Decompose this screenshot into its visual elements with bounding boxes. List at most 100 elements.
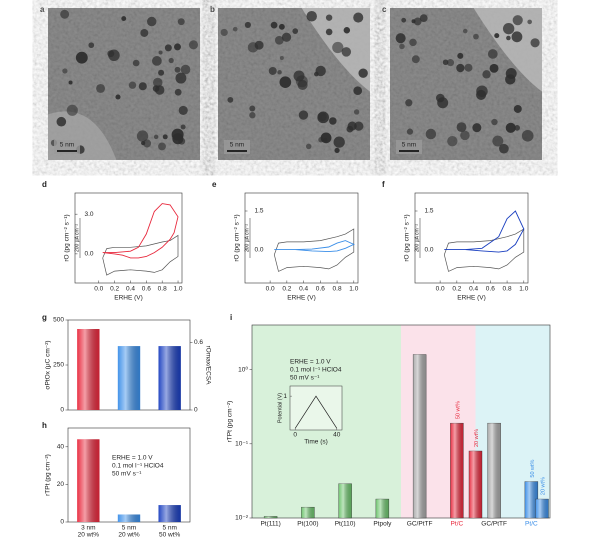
x-axis-label: ERHE (V)	[287, 295, 316, 302]
scale-bar-label: 5 nm	[230, 142, 244, 149]
particle	[447, 135, 458, 147]
particle	[425, 128, 437, 140]
x-axis-label: ERHE (V)	[114, 295, 143, 302]
particle	[177, 18, 185, 26]
particle	[530, 38, 540, 48]
panel-label: i	[230, 313, 232, 322]
plot-frame	[251, 324, 551, 519]
particle	[527, 19, 532, 25]
tem-image	[48, 8, 200, 160]
inset-x-tick-label: 40	[333, 432, 341, 439]
particle	[220, 28, 228, 37]
bar-tag: 50 wt%	[530, 459, 536, 477]
y2-tick-label: 0.6	[194, 339, 203, 346]
particle	[164, 44, 172, 52]
tem-image	[218, 8, 370, 160]
particle	[141, 141, 146, 146]
particle	[153, 77, 163, 88]
x-tick-label: 20 wt%	[118, 532, 140, 539]
particle	[512, 15, 523, 26]
particle	[456, 63, 465, 73]
x-tick-label: 1.0	[174, 286, 183, 293]
y-tick-label: 10⁰	[238, 365, 248, 373]
y-tick-label: 500	[53, 317, 64, 324]
annotation: ERHE = 1.0 V	[112, 455, 153, 462]
current-scale-label: 200 μA cm⁻²	[74, 224, 80, 252]
current-scale-label: 200 μA cm⁻²	[244, 224, 250, 252]
current-curve	[443, 228, 525, 272]
particle	[188, 40, 198, 50]
y-tick-label: 0.0	[84, 251, 93, 258]
x-tick-label: Pt(110)	[335, 521, 356, 528]
particle	[399, 43, 405, 50]
y-tick-label: 40	[57, 444, 65, 451]
particle	[514, 125, 520, 131]
particle	[494, 33, 500, 39]
annotation: 0.1 mol l⁻¹ HClO4	[112, 463, 164, 470]
particle	[513, 104, 522, 113]
particle	[249, 105, 256, 112]
particle	[249, 112, 256, 119]
particle	[254, 40, 264, 50]
y-tick-label: 0.0	[254, 246, 263, 253]
particle	[502, 22, 515, 35]
bar-sheen	[117, 514, 141, 522]
x-tick-label: Ptpoly	[373, 521, 392, 528]
panel-label: d	[42, 180, 47, 189]
x-tick-label: 1.0	[349, 286, 358, 293]
y-axis-label: rO (pg cm⁻² s⁻¹)	[404, 214, 411, 261]
x-tick-label: 0.4	[469, 286, 478, 293]
particle	[325, 28, 333, 36]
x-tick-label: 0.4	[126, 286, 135, 293]
particle	[115, 94, 121, 100]
bar-sheen	[158, 505, 181, 522]
bar-sheen	[117, 346, 141, 410]
particle	[353, 86, 363, 96]
particle	[175, 72, 187, 84]
particle	[162, 134, 168, 140]
particle	[180, 124, 186, 130]
particle	[511, 31, 523, 43]
x-tick-label: 5 nm	[162, 525, 176, 532]
particle	[358, 68, 368, 78]
signal-curve	[274, 240, 355, 253]
group-background	[475, 325, 550, 518]
y-tick-label: 0	[60, 407, 64, 414]
bar-tag: 50 wt%	[455, 401, 461, 419]
bar-sheen	[158, 346, 181, 410]
scale-bar-label: 5 nm	[60, 142, 74, 149]
particle	[482, 70, 491, 79]
particle	[411, 55, 420, 64]
particle	[305, 143, 312, 150]
x-tick-label: 0.0	[436, 286, 445, 293]
signal-curve	[444, 210, 525, 253]
x-tick-label: 0.2	[452, 286, 461, 293]
particle	[329, 117, 337, 125]
particle	[146, 16, 157, 27]
particle	[88, 42, 95, 49]
particle	[491, 118, 498, 126]
x-tick-label: 0.6	[486, 286, 495, 293]
particle	[158, 142, 166, 151]
y2-tick-label: 0	[194, 407, 198, 414]
particle	[401, 17, 407, 23]
particle	[142, 139, 152, 148]
y-tick-label: 1.5	[254, 208, 263, 215]
particle	[419, 14, 428, 23]
inset-y-label: Potential (V)	[277, 393, 283, 423]
y-axis-label: rTPt (pg cm⁻²)	[45, 454, 52, 496]
x-tick-label: 0.8	[333, 286, 342, 293]
x-tick-label: 3 nm	[81, 525, 95, 532]
panel-label: b	[210, 5, 215, 14]
particle	[274, 35, 284, 45]
particle	[158, 50, 163, 55]
bar-sheen	[375, 499, 389, 518]
particle	[281, 32, 292, 42]
inset-x-tick-label: 0	[293, 432, 297, 439]
particle	[306, 10, 317, 22]
plot-frame	[74, 192, 183, 284]
y-tick-label: 0	[60, 519, 64, 526]
particle	[173, 43, 181, 51]
particle	[354, 121, 364, 131]
